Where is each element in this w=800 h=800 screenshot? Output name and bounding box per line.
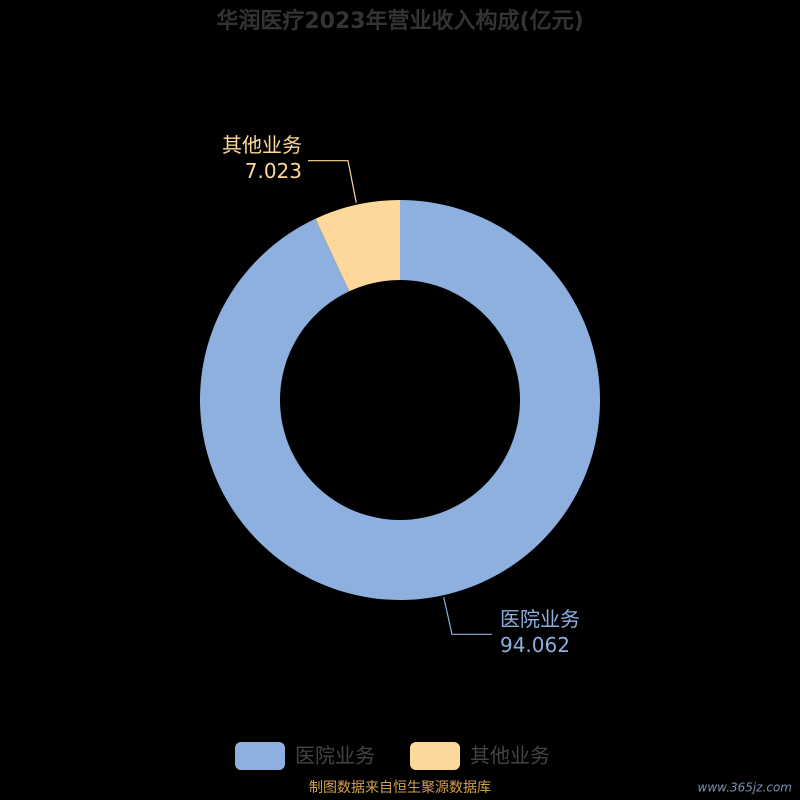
- donut-slice: [199, 200, 600, 600]
- slice-label: 医院业务: [500, 607, 580, 631]
- donut-slice: [315, 200, 400, 292]
- source-note: 制图数据来自恒生聚源数据库: [309, 780, 491, 796]
- slice-value: 94.062: [500, 633, 570, 657]
- leader-line: [443, 597, 492, 635]
- legend-swatch: [410, 742, 460, 770]
- leader-line: [308, 160, 357, 203]
- legend-swatch: [235, 742, 285, 770]
- chart-title: 华润医疗2023年营业收入构成(亿元): [216, 8, 583, 34]
- legend-label: 医院业务: [295, 744, 375, 768]
- slice-value: 7.023: [245, 159, 302, 183]
- slice-label: 其他业务: [222, 133, 302, 157]
- legend-label: 其他业务: [470, 744, 550, 768]
- watermark: www.365jz.com: [698, 781, 792, 795]
